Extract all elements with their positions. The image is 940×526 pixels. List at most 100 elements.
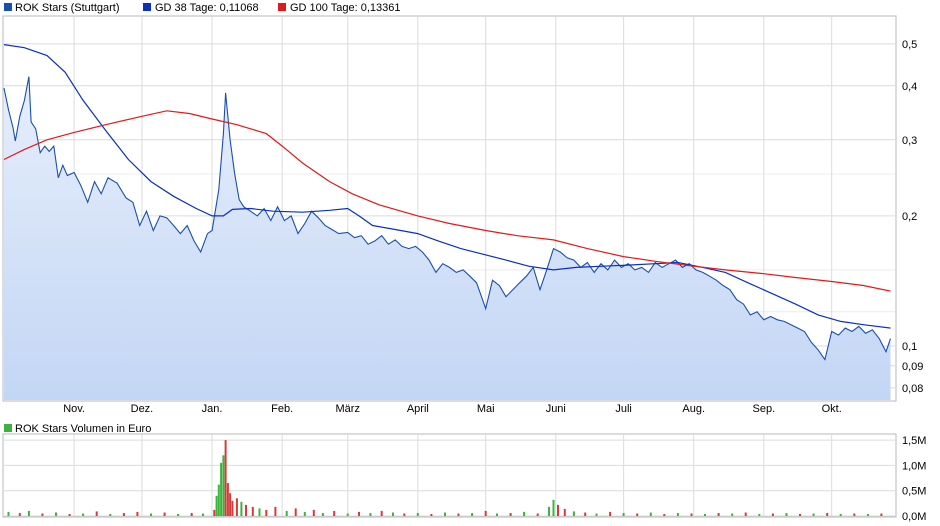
volume-bar: [663, 514, 666, 516]
volume-bar: [274, 506, 277, 516]
volume-plot-area: [2, 433, 897, 518]
price-x-tick-label: Nov.: [63, 403, 85, 415]
volume-bar: [771, 513, 774, 516]
legend-label-rok-stars: ROK Stars (Stuttgart): [15, 2, 120, 14]
volume-legend: ROK Stars Volumen in Euro: [4, 423, 151, 435]
volume-bar: [220, 462, 223, 516]
volume-bar: [636, 513, 639, 516]
volume-bar: [785, 513, 788, 516]
volume-bar: [41, 513, 44, 516]
volume-bar: [215, 495, 218, 517]
volume-bar: [853, 513, 856, 516]
volume-bar: [321, 513, 324, 516]
gd38-series-line: [3, 44, 891, 329]
volume-bar: [826, 513, 829, 516]
volume-bar: [584, 512, 587, 516]
volume-bar: [676, 513, 679, 516]
price-x-axis: Nov. Dez. Jan. Feb. März April Mai Juni Juli Aug.…: [63, 403, 842, 415]
volume-bar: [213, 509, 216, 516]
legend-swatch-volume: [4, 424, 12, 432]
volume-bar: [430, 514, 433, 516]
volume-bar: [552, 499, 555, 516]
volume-bar: [380, 510, 383, 516]
price-x-tick-label: Aug.: [682, 403, 705, 415]
volume-bar: [496, 513, 498, 516]
volume-bar: [229, 493, 232, 516]
volume-bar: [866, 514, 869, 516]
volume-bar: [333, 510, 336, 516]
volume-bar: [444, 512, 446, 516]
volume-bar: [572, 511, 575, 516]
legend-swatch-gd38: [143, 3, 151, 11]
volume-bar: [523, 511, 526, 516]
volume-bar: [649, 512, 652, 516]
price-y-tick-label: 0,1: [902, 341, 917, 353]
volume-bar: [18, 513, 21, 516]
volume-bar: [690, 513, 693, 516]
volume-y-axis: 1,5M 1,0M 0,5M 0,0M: [902, 435, 926, 523]
price-x-tick-label: Sep.: [753, 403, 776, 415]
volume-bar: [240, 501, 243, 516]
volume-bar: [235, 498, 238, 516]
price-y-tick-label: 0,09: [902, 361, 923, 373]
price-x-tick-label: Feb.: [271, 403, 293, 415]
price-series-line: [3, 76, 892, 361]
volume-bar: [27, 510, 30, 516]
volume-bar: [416, 513, 419, 516]
legend-label-gd38: GD 38 Tage: 0,11068: [155, 2, 259, 14]
volume-bar: [217, 484, 220, 516]
volume-bar: [403, 513, 406, 516]
price-x-tick-label: Juni: [546, 403, 566, 415]
volume-bar: [150, 513, 152, 516]
volume-bar: [7, 511, 10, 516]
price-area-fill: [4, 76, 891, 400]
volume-bar: [744, 512, 747, 516]
volume-bar: [224, 440, 227, 516]
volume-bar: [136, 511, 139, 516]
volume-bar: [731, 513, 734, 516]
gd100-series-line: [3, 110, 891, 292]
volume-bar: [265, 509, 268, 516]
volume-bar: [563, 508, 566, 516]
volume-bar: [122, 513, 125, 516]
volume-bar: [758, 514, 761, 516]
volume-bar: [839, 514, 842, 516]
volume-bar: [226, 483, 229, 516]
price-x-tick-label: Jan.: [202, 403, 223, 415]
price-y-tick-label: 0,4: [902, 81, 917, 93]
volume-bar: [245, 504, 247, 516]
volume-bar: [68, 514, 71, 516]
price-y-tick-label: 0,2: [902, 211, 917, 223]
volume-bar: [231, 500, 234, 516]
price-y-axis: 0,5 0,4 0,3 0,2 0,1 0,09 0,08: [902, 39, 923, 395]
legend-label-volume: ROK Stars Volumen in Euro: [15, 423, 151, 435]
legend-swatch-gd100: [278, 3, 286, 11]
volume-bar: [258, 508, 261, 516]
volume-y-tick-label: 0,0M: [902, 511, 926, 523]
volume-bar: [190, 513, 193, 516]
volume-bar: [285, 510, 288, 516]
price-x-tick-label: März: [336, 403, 360, 415]
volume-bar: [392, 512, 394, 516]
price-y-tick-label: 0,08: [902, 383, 923, 395]
price-x-tick-label: Mai: [477, 403, 495, 415]
volume-y-tick-label: 0,5M: [902, 486, 926, 498]
volume-y-tick-label: 1,5M: [902, 435, 926, 447]
volume-bar: [812, 513, 815, 516]
volume-bar: [55, 512, 57, 516]
volume-bar: [163, 512, 166, 516]
volume-bar: [202, 513, 204, 516]
volume-bar: [457, 513, 460, 516]
legend-label-gd100: GD 100 Tage: 0,13361: [290, 2, 401, 14]
volume-bar: [799, 514, 801, 516]
volume-bar: [369, 513, 372, 516]
volume-bar: [358, 511, 360, 516]
volume-bar: [294, 508, 297, 516]
volume-bar: [536, 513, 539, 516]
volume-bar: [177, 514, 180, 516]
volume-bar: [251, 506, 254, 516]
volume-bar: [82, 513, 85, 516]
volume-bar: [704, 514, 706, 516]
price-x-tick-label: April: [407, 403, 429, 415]
